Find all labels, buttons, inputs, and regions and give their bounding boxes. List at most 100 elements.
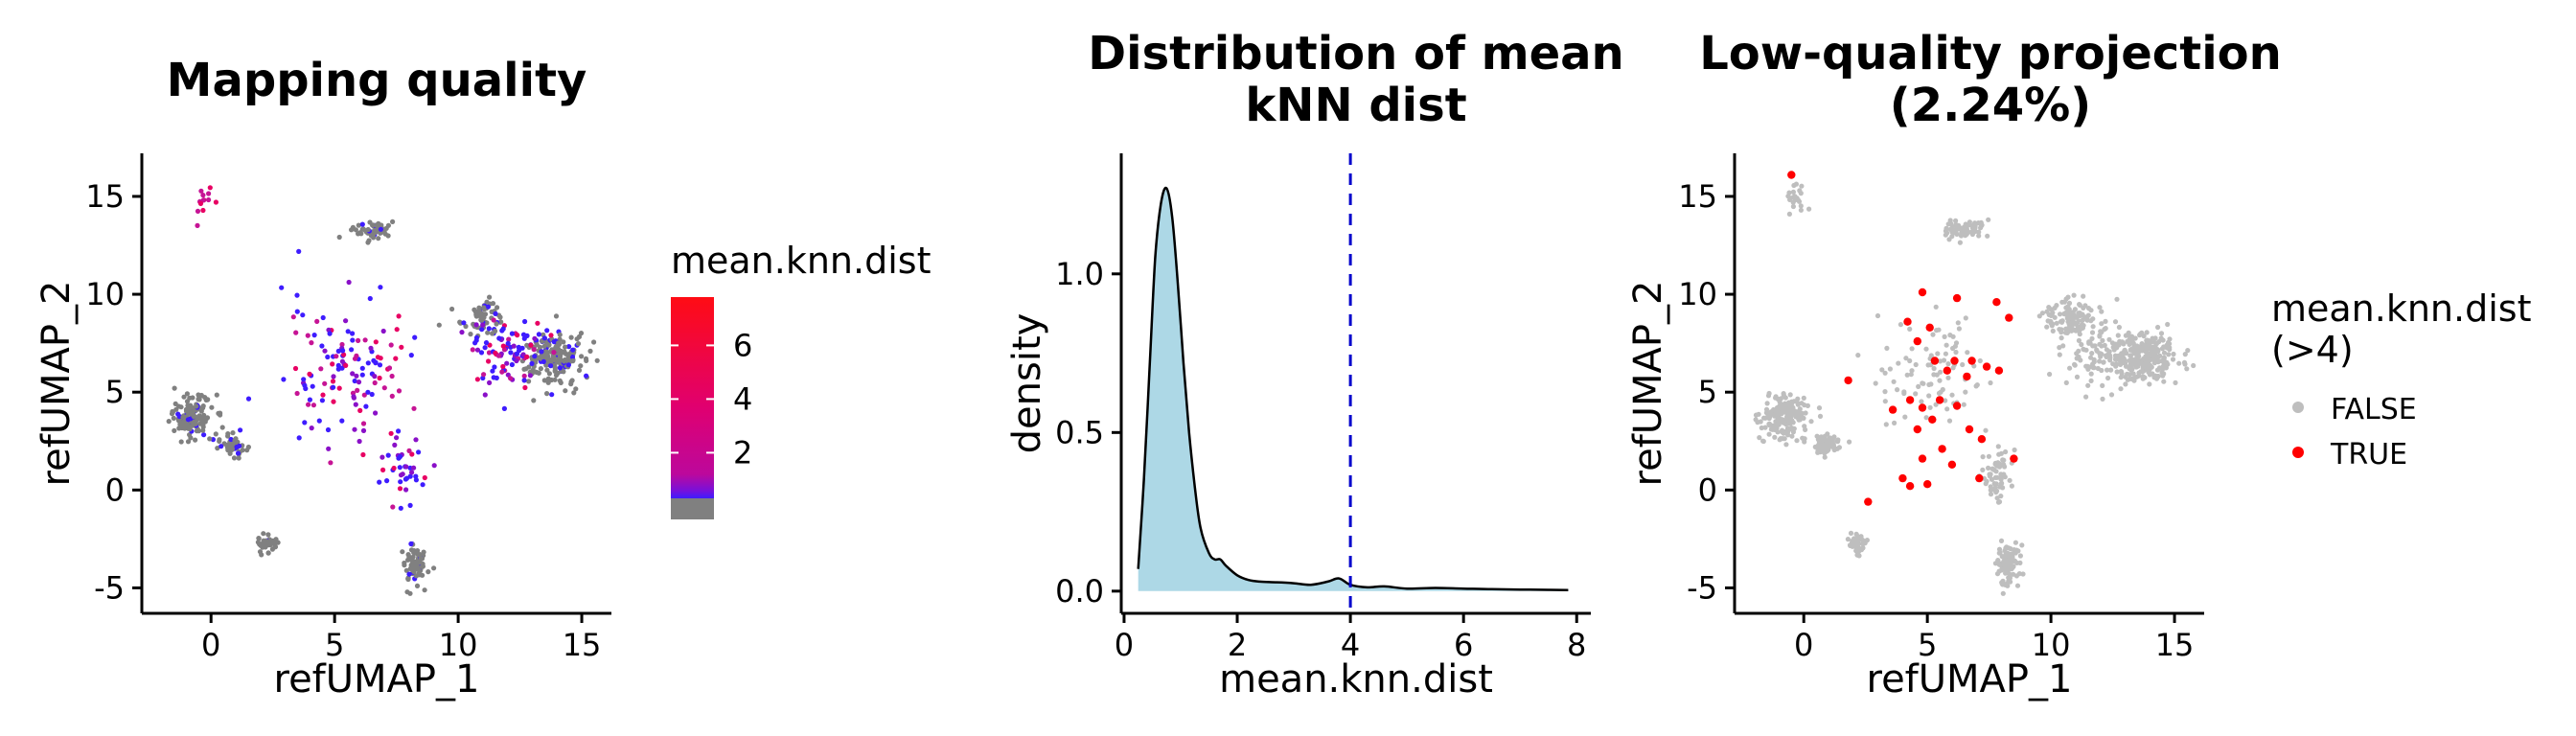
panel1-point: [535, 320, 540, 326]
panel1-point: [481, 372, 487, 378]
panel3-point-false: [1798, 412, 1805, 418]
panel1-point: [351, 394, 356, 400]
panel3-point-false: [1757, 435, 1762, 441]
panel3-point-false: [2077, 332, 2082, 337]
panel1-point: [468, 332, 473, 337]
panel3-point-false: [2176, 360, 2182, 366]
panel3-point-false: [1794, 438, 1800, 444]
panel1-point: [412, 334, 418, 340]
panel1-point: [190, 395, 196, 401]
panel3-point-false: [1801, 395, 1806, 401]
panel3-point-false: [2118, 386, 2124, 392]
panel1-point: [360, 451, 366, 458]
panel3-point-false: [2107, 357, 2113, 363]
panel3-point-false: [2130, 345, 2137, 351]
panel3-point-false: [1887, 366, 1893, 372]
panel1-point: [548, 377, 555, 383]
panel3-point-false: [1961, 402, 1966, 407]
panel1-point: [413, 437, 419, 443]
panel1-point: [193, 437, 198, 443]
panel1-point: [544, 328, 550, 334]
panel1-point: [532, 369, 538, 375]
panel3-point-true: [1967, 356, 1976, 365]
panel3-point-false: [1944, 225, 1949, 231]
panel1-point: [350, 371, 356, 377]
colorbar-na-swatch: [671, 498, 714, 519]
panel3-point-false: [1898, 322, 1903, 328]
panel3-point-false: [2119, 339, 2126, 345]
panel1-point: [566, 352, 572, 357]
panel1-point: [170, 408, 175, 415]
panel3-point-false: [2108, 392, 2115, 398]
panel3-point-false: [1792, 197, 1798, 203]
panel1-point: [370, 222, 376, 228]
panel3-point-false: [2153, 340, 2160, 347]
panel3-point-false: [2135, 361, 2141, 367]
panel3-point-false: [1998, 567, 2004, 573]
panel3-point-false: [1764, 415, 1770, 421]
panel1-point: [495, 353, 502, 358]
panel1-point: [558, 348, 564, 354]
panel1-point: [236, 455, 242, 461]
panel3-point-false: [2140, 376, 2146, 381]
panel1-point: [563, 388, 568, 394]
panel3-x-tick-label: 5: [1918, 627, 1937, 663]
panel3-point-false: [1913, 391, 1919, 397]
panel3-point-false: [2008, 546, 2013, 552]
panel1-point: [539, 355, 544, 361]
panel1-point: [290, 314, 296, 320]
panel1-x-tick-label: 0: [201, 627, 220, 663]
panel1-point: [188, 435, 194, 441]
panel3-points: [1753, 171, 2196, 596]
panel3-point-false: [1953, 218, 1959, 223]
panel3-point-false: [1980, 454, 1986, 460]
panel3-point-true: [1905, 482, 1915, 491]
panel3-point-false: [2001, 561, 2007, 566]
panel1-point: [172, 385, 177, 391]
panel1-point: [548, 333, 554, 338]
panel1-point: [492, 364, 497, 370]
panel1-point: [571, 390, 577, 396]
panel3-point-true: [1952, 293, 1962, 303]
panel1-point: [574, 336, 580, 342]
panel3-point-false: [1879, 367, 1885, 373]
panel1-point: [541, 335, 548, 341]
panel3-point-false: [1934, 372, 1940, 378]
panel1-point: [521, 373, 527, 379]
panel3-point-false: [2159, 365, 2165, 371]
panel3-point-false: [2007, 571, 2012, 577]
panel1-point: [281, 377, 287, 382]
panel1-point: [320, 392, 326, 398]
panel3-point-false: [2108, 367, 2114, 373]
panel3-point-false: [1835, 437, 1841, 443]
panel3-point-true: [1925, 323, 1934, 332]
panel3-point-false: [1791, 182, 1797, 189]
panel3-point-false: [2128, 363, 2134, 369]
panel3-point-false: [2147, 351, 2153, 356]
panel3-point-false: [2125, 338, 2130, 344]
panel2-x-tick-label: 8: [1567, 627, 1586, 663]
panel3-y-tick-label: -5: [1687, 569, 1717, 606]
panel3-point-false: [1998, 450, 2004, 456]
colorbar-gradient: [671, 297, 714, 498]
panel1-point: [544, 391, 550, 397]
panel3-point-false: [1936, 327, 1942, 333]
panel1-point: [367, 295, 373, 302]
panel3-point-false: [1790, 203, 1796, 210]
panel1-point: [373, 339, 379, 345]
panel1-point: [382, 231, 388, 237]
panel3-point-false: [2118, 375, 2124, 380]
panel3-point-false: [1949, 224, 1955, 230]
panel3-point-false: [1791, 426, 1797, 431]
panel1-point: [198, 408, 204, 414]
panel3-point-true: [1928, 415, 1937, 424]
panel1-point: [578, 331, 585, 336]
panel1-point: [549, 392, 555, 398]
panel1-point: [408, 547, 415, 553]
panel3-point-false: [2099, 321, 2104, 327]
panel1-point: [594, 357, 600, 363]
panel1-point: [551, 339, 557, 345]
panel3-point-false: [1829, 436, 1836, 442]
panel1-point: [558, 380, 564, 385]
panel1-point: [481, 305, 487, 310]
